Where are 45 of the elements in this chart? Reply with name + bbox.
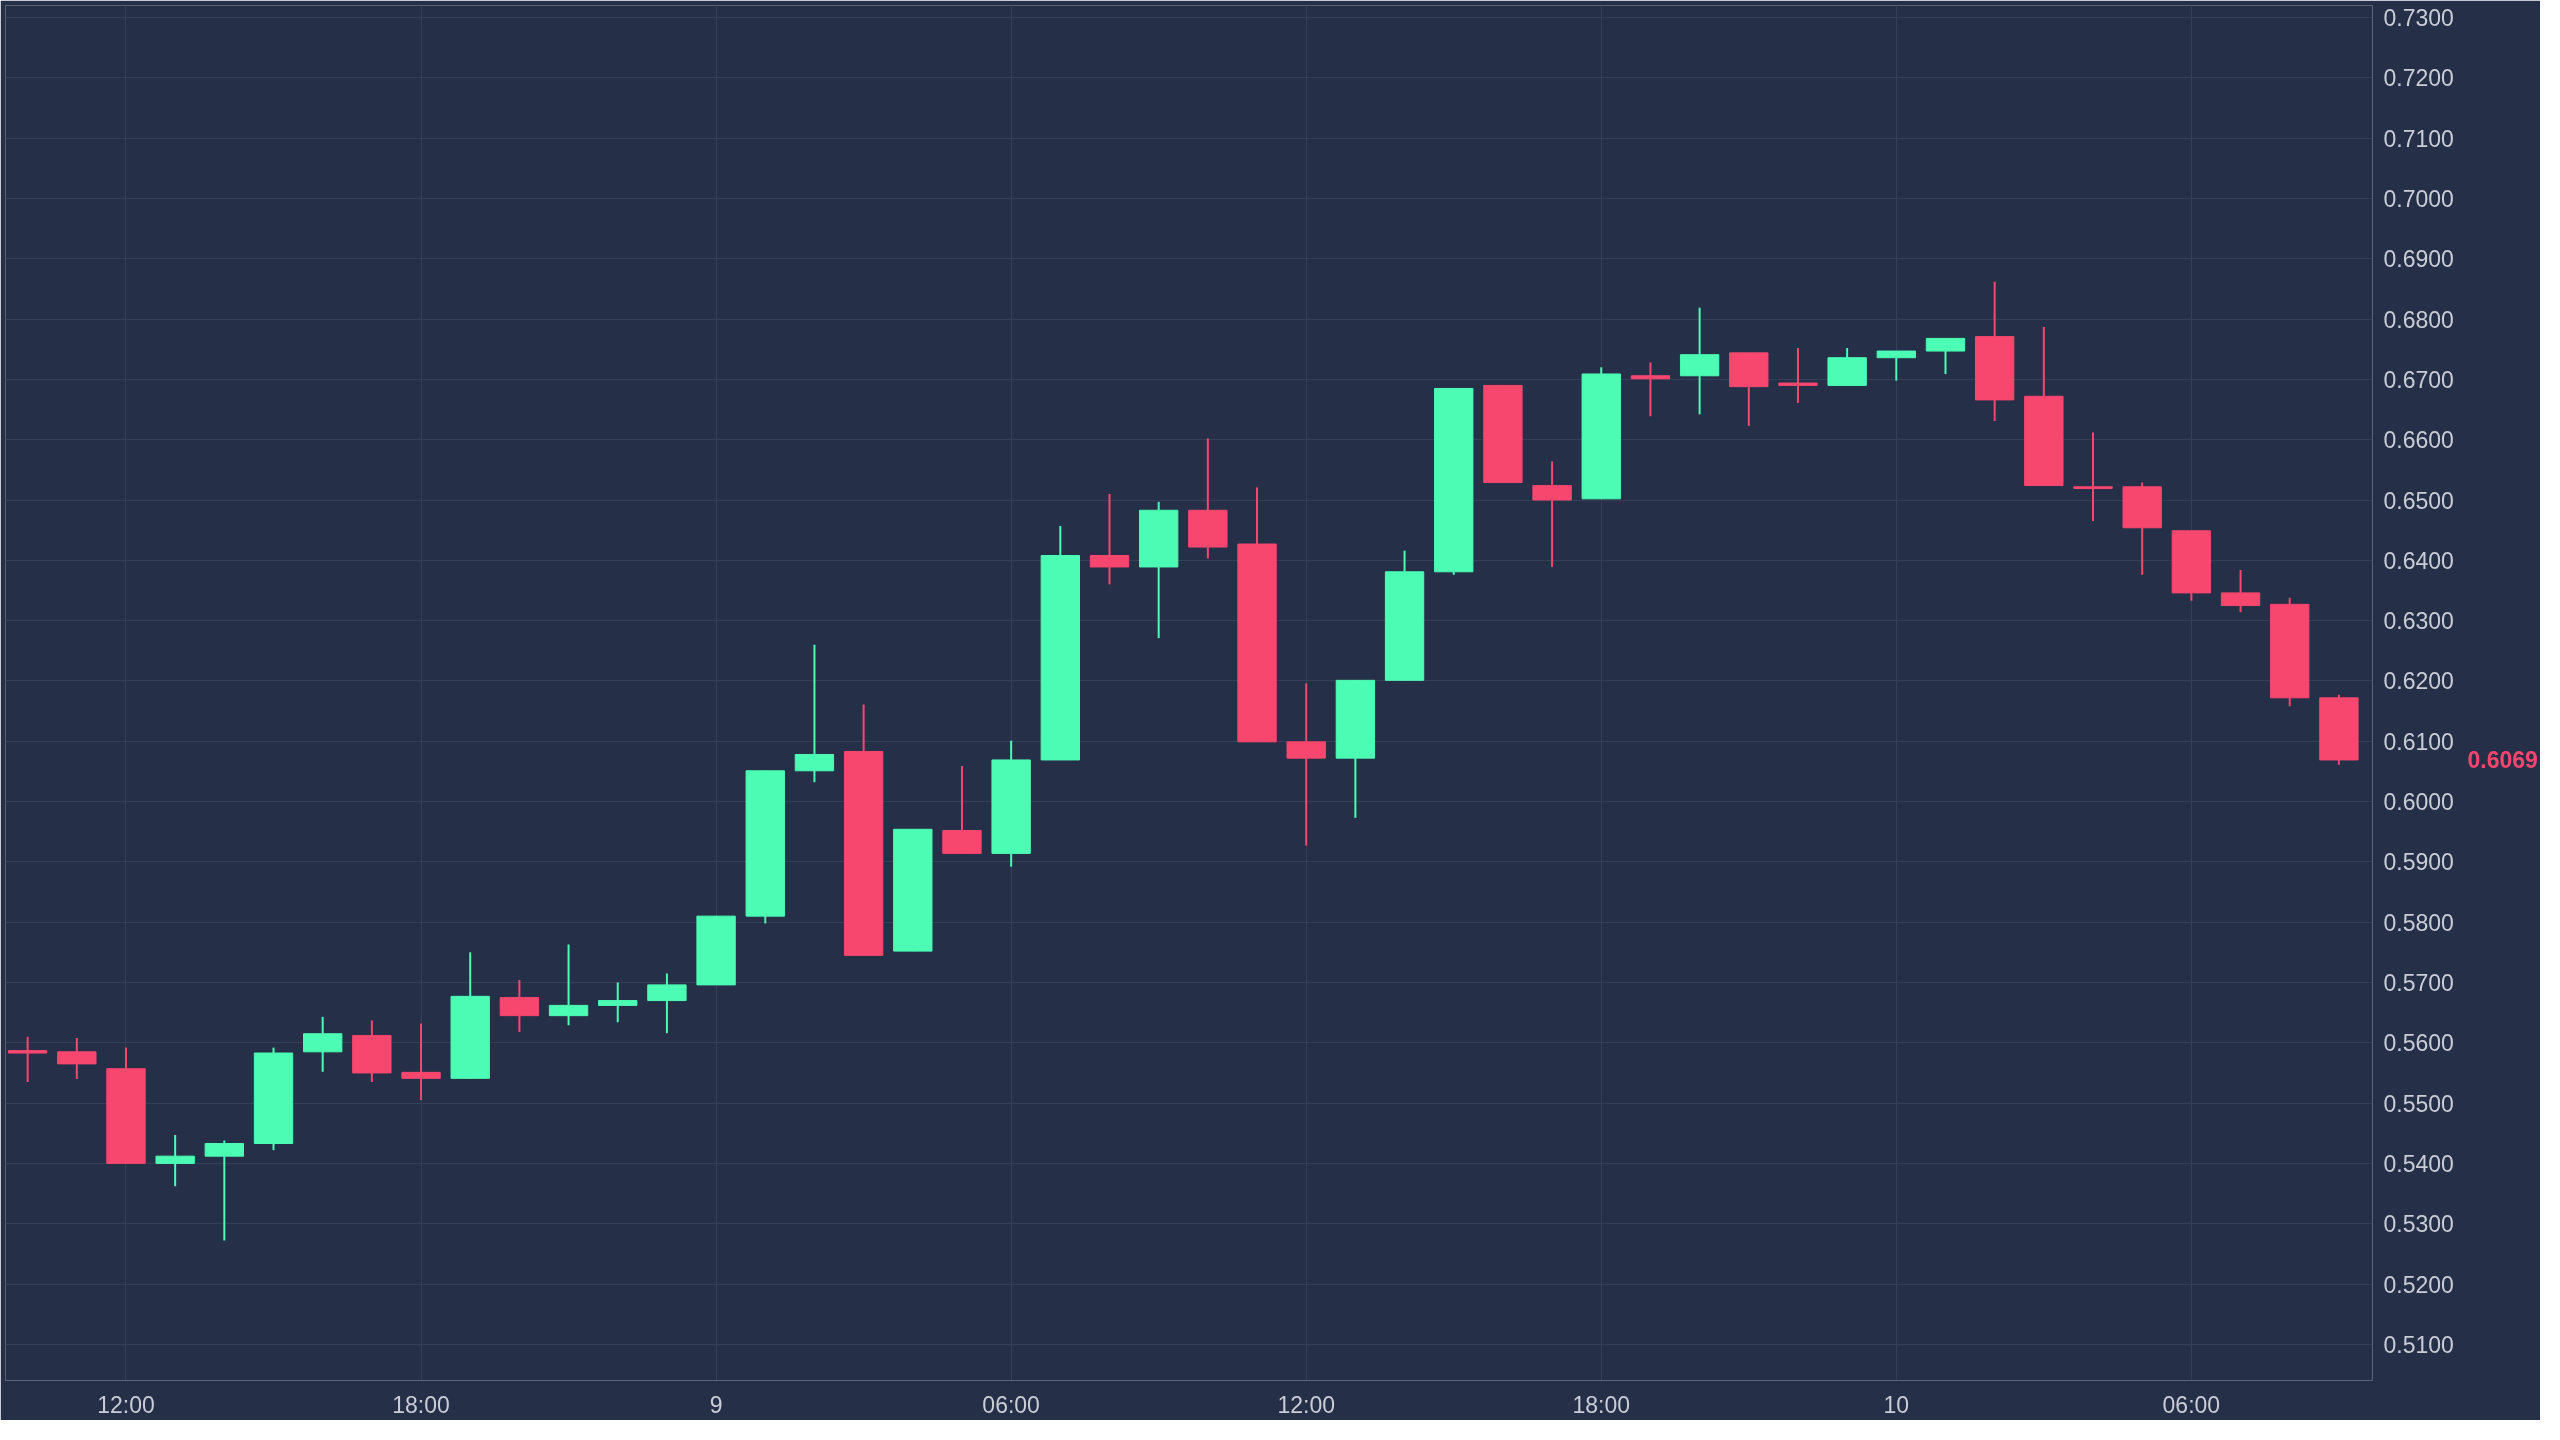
y-tick-label: 0.6800 — [2383, 306, 2454, 333]
x-tick-label: 06:00 — [2162, 1391, 2221, 1418]
y-tick-label: 0.6300 — [2383, 608, 2454, 635]
y-tick-label: 0.6200 — [2383, 668, 2454, 695]
candlestick — [401, 1022, 441, 1102]
y-tick-label: 0.7300 — [2383, 5, 2454, 32]
y-tick-label: 0.5800 — [2383, 909, 2454, 936]
x-tick-label: 10 — [1883, 1391, 1910, 1418]
y-tick-label: 0.5400 — [2383, 1150, 2454, 1177]
y-tick-label: 0.5700 — [2383, 969, 2454, 996]
y-tick-label: 0.5500 — [2383, 1090, 2454, 1117]
candlestick — [1630, 361, 1671, 418]
candlestick — [1089, 492, 1130, 586]
y-tick-label: 0.6900 — [2383, 246, 2454, 273]
candlestick — [1532, 460, 1572, 568]
y-tick-label: 0.5100 — [2383, 1331, 2454, 1358]
y-tick-label: 0.5200 — [2383, 1271, 2454, 1298]
y-tick-label: 0.5300 — [2383, 1211, 2454, 1238]
y-tick-label: 0.6400 — [2383, 547, 2454, 574]
y-tick-label: 0.6600 — [2383, 427, 2454, 454]
candlestick — [155, 1134, 195, 1188]
y-tick-label: 0.5900 — [2383, 849, 2454, 876]
candlestick — [598, 981, 638, 1024]
y-tick-label: 0.7000 — [2383, 185, 2454, 212]
candlestick — [1286, 682, 1326, 847]
x-tick-label: 06:00 — [982, 1391, 1040, 1418]
y-tick-label: 0.6000 — [2383, 789, 2454, 816]
candlestick — [204, 1139, 245, 1242]
candlestick — [2073, 431, 2113, 523]
y-tick-label: 0.7200 — [2383, 65, 2454, 92]
x-tick-label: 12:00 — [1277, 1391, 1335, 1418]
y-tick-label: 0.7100 — [2383, 125, 2454, 152]
text: 0.6069 — [2467, 747, 2538, 774]
candlestick — [7, 1035, 48, 1083]
candlestick — [794, 643, 835, 784]
y-tick-label: 0.6500 — [2383, 487, 2454, 514]
y-tick-label: 0.5600 — [2383, 1030, 2454, 1057]
y-tick-label: 0.6700 — [2383, 366, 2454, 393]
x-tick-label: 18:00 — [392, 1391, 450, 1418]
candlestick — [548, 943, 589, 1027]
x-tick-label: 12:00 — [97, 1391, 155, 1418]
y-tick-label: 0.6100 — [2383, 728, 2454, 755]
candlestick — [1778, 347, 1818, 404]
x-tick-label: 18:00 — [1572, 1391, 1631, 1418]
x-tick-label: 9 — [709, 1391, 723, 1418]
